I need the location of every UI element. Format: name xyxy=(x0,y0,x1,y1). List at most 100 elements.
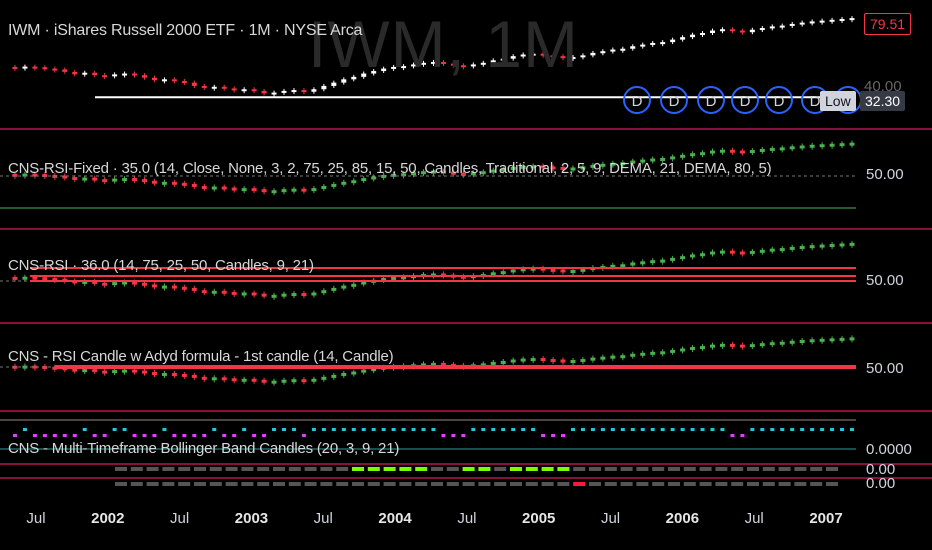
price-candle xyxy=(779,25,785,28)
rsi-fixed-candle xyxy=(759,148,765,152)
bollinger-candle xyxy=(471,428,476,431)
timeframe-dot xyxy=(604,467,617,471)
rsi-candle-candle xyxy=(361,369,367,373)
timeframe-dot xyxy=(794,467,807,471)
price-candle xyxy=(371,71,377,74)
timeframe-dot xyxy=(320,482,333,486)
price-candle xyxy=(470,64,476,67)
bollinger-candle xyxy=(690,428,695,431)
rsi-candle xyxy=(690,254,696,258)
rsi-candle xyxy=(351,283,357,287)
timeframe-dot xyxy=(604,482,617,486)
price-candle xyxy=(381,68,387,72)
price-candle xyxy=(540,53,546,56)
price-candle xyxy=(151,77,157,81)
price-candle xyxy=(102,75,108,78)
rsi-candle-candle xyxy=(161,372,167,376)
rsi-candle-candle xyxy=(779,341,785,345)
bollinger-candle xyxy=(431,428,436,431)
timeframe-dot xyxy=(399,482,412,486)
rsi-fixed-candle xyxy=(231,187,237,191)
rsi-candle-candle xyxy=(82,369,88,373)
rsi-fixed-candle xyxy=(530,165,536,169)
timeframe-dot xyxy=(747,467,759,471)
rsi-fixed-candle xyxy=(331,183,337,187)
rsi-candle xyxy=(650,260,656,264)
rsi-fixed-candle xyxy=(470,172,476,176)
price-candle xyxy=(142,75,148,78)
bollinger-candle xyxy=(22,428,27,431)
rsi-fixed-candle xyxy=(102,179,108,183)
timeframe-dot xyxy=(146,467,159,471)
rsi-fixed-candle xyxy=(620,162,626,166)
rsi-candle-candle xyxy=(560,359,566,363)
bollinger-candle xyxy=(82,428,87,431)
rsi-candle xyxy=(241,292,247,296)
time-axis-tick: Jul xyxy=(170,510,190,527)
rsi-candle xyxy=(331,287,337,291)
price-candle xyxy=(311,89,317,92)
rsi-candle-candle xyxy=(809,339,815,343)
price-candle xyxy=(690,34,696,38)
rsi-candle xyxy=(301,293,307,297)
rsi-fixed-candle xyxy=(12,173,18,177)
symbol-watermark: IWM, 1M xyxy=(308,7,579,81)
dividend-marker xyxy=(660,86,688,114)
timeframe-dot xyxy=(352,467,364,471)
rsi-fixed-candle xyxy=(670,156,676,160)
time-axis-tick: 2005 xyxy=(522,510,556,527)
timeframe-dot xyxy=(826,482,838,486)
price-candle xyxy=(839,18,845,21)
rsi-candle-candle xyxy=(132,369,138,373)
bollinger-candle xyxy=(670,428,675,431)
bollinger-candle xyxy=(72,434,77,437)
rsi-fixed-candle xyxy=(251,188,257,192)
rsi-candle-candle xyxy=(600,356,606,360)
price-candle xyxy=(829,19,835,22)
bollinger-candle xyxy=(740,434,745,437)
rsi-candle xyxy=(680,256,686,260)
rsi-fixed-candle xyxy=(560,166,566,170)
price-candle xyxy=(610,49,616,52)
rsi-candle-candle xyxy=(530,358,536,362)
bollinger-candle xyxy=(760,428,765,431)
rsi-candle xyxy=(490,272,496,276)
timeframe-dot xyxy=(762,482,775,486)
bollinger-candle xyxy=(800,428,805,431)
rsi-candle-candle xyxy=(610,355,616,359)
rsi-candle xyxy=(142,282,148,286)
bollinger-candle xyxy=(52,434,57,437)
timeframe-dot xyxy=(431,467,443,471)
price-candle xyxy=(22,66,28,69)
timeframe-dot xyxy=(130,467,143,471)
price-candle xyxy=(510,56,516,59)
bollinger-candle xyxy=(242,428,247,431)
bollinger-candle xyxy=(272,428,277,431)
price-candle xyxy=(709,30,715,34)
rsi-candle xyxy=(251,292,257,296)
rsi-fixed-candle xyxy=(211,186,217,190)
price-candle xyxy=(421,62,427,65)
rsi-candle-candle xyxy=(261,379,267,383)
price-candle xyxy=(660,42,666,45)
rsi-fixed-candle xyxy=(540,165,546,169)
rsi-candle-candle xyxy=(181,373,187,377)
rsi-fixed-candle xyxy=(421,171,427,175)
rsi-candle xyxy=(709,251,715,255)
rsi-candle-candle xyxy=(709,344,715,348)
rsi-fixed-candle xyxy=(92,177,98,181)
bollinger-candle xyxy=(511,428,516,431)
rsi-fixed-candle xyxy=(22,173,28,177)
rsi-fixed-candle xyxy=(261,189,267,193)
bollinger-candle xyxy=(620,428,625,431)
bollinger-candle xyxy=(282,428,287,431)
rsi-fixed-candle xyxy=(142,179,148,183)
price-candle xyxy=(570,57,576,59)
rsi-candle-candle xyxy=(231,378,237,382)
rsi-candle xyxy=(181,286,187,290)
bollinger-candle xyxy=(92,434,97,437)
price-candle xyxy=(490,60,496,63)
bollinger-candle xyxy=(42,434,47,437)
bollinger-candle xyxy=(650,428,655,431)
